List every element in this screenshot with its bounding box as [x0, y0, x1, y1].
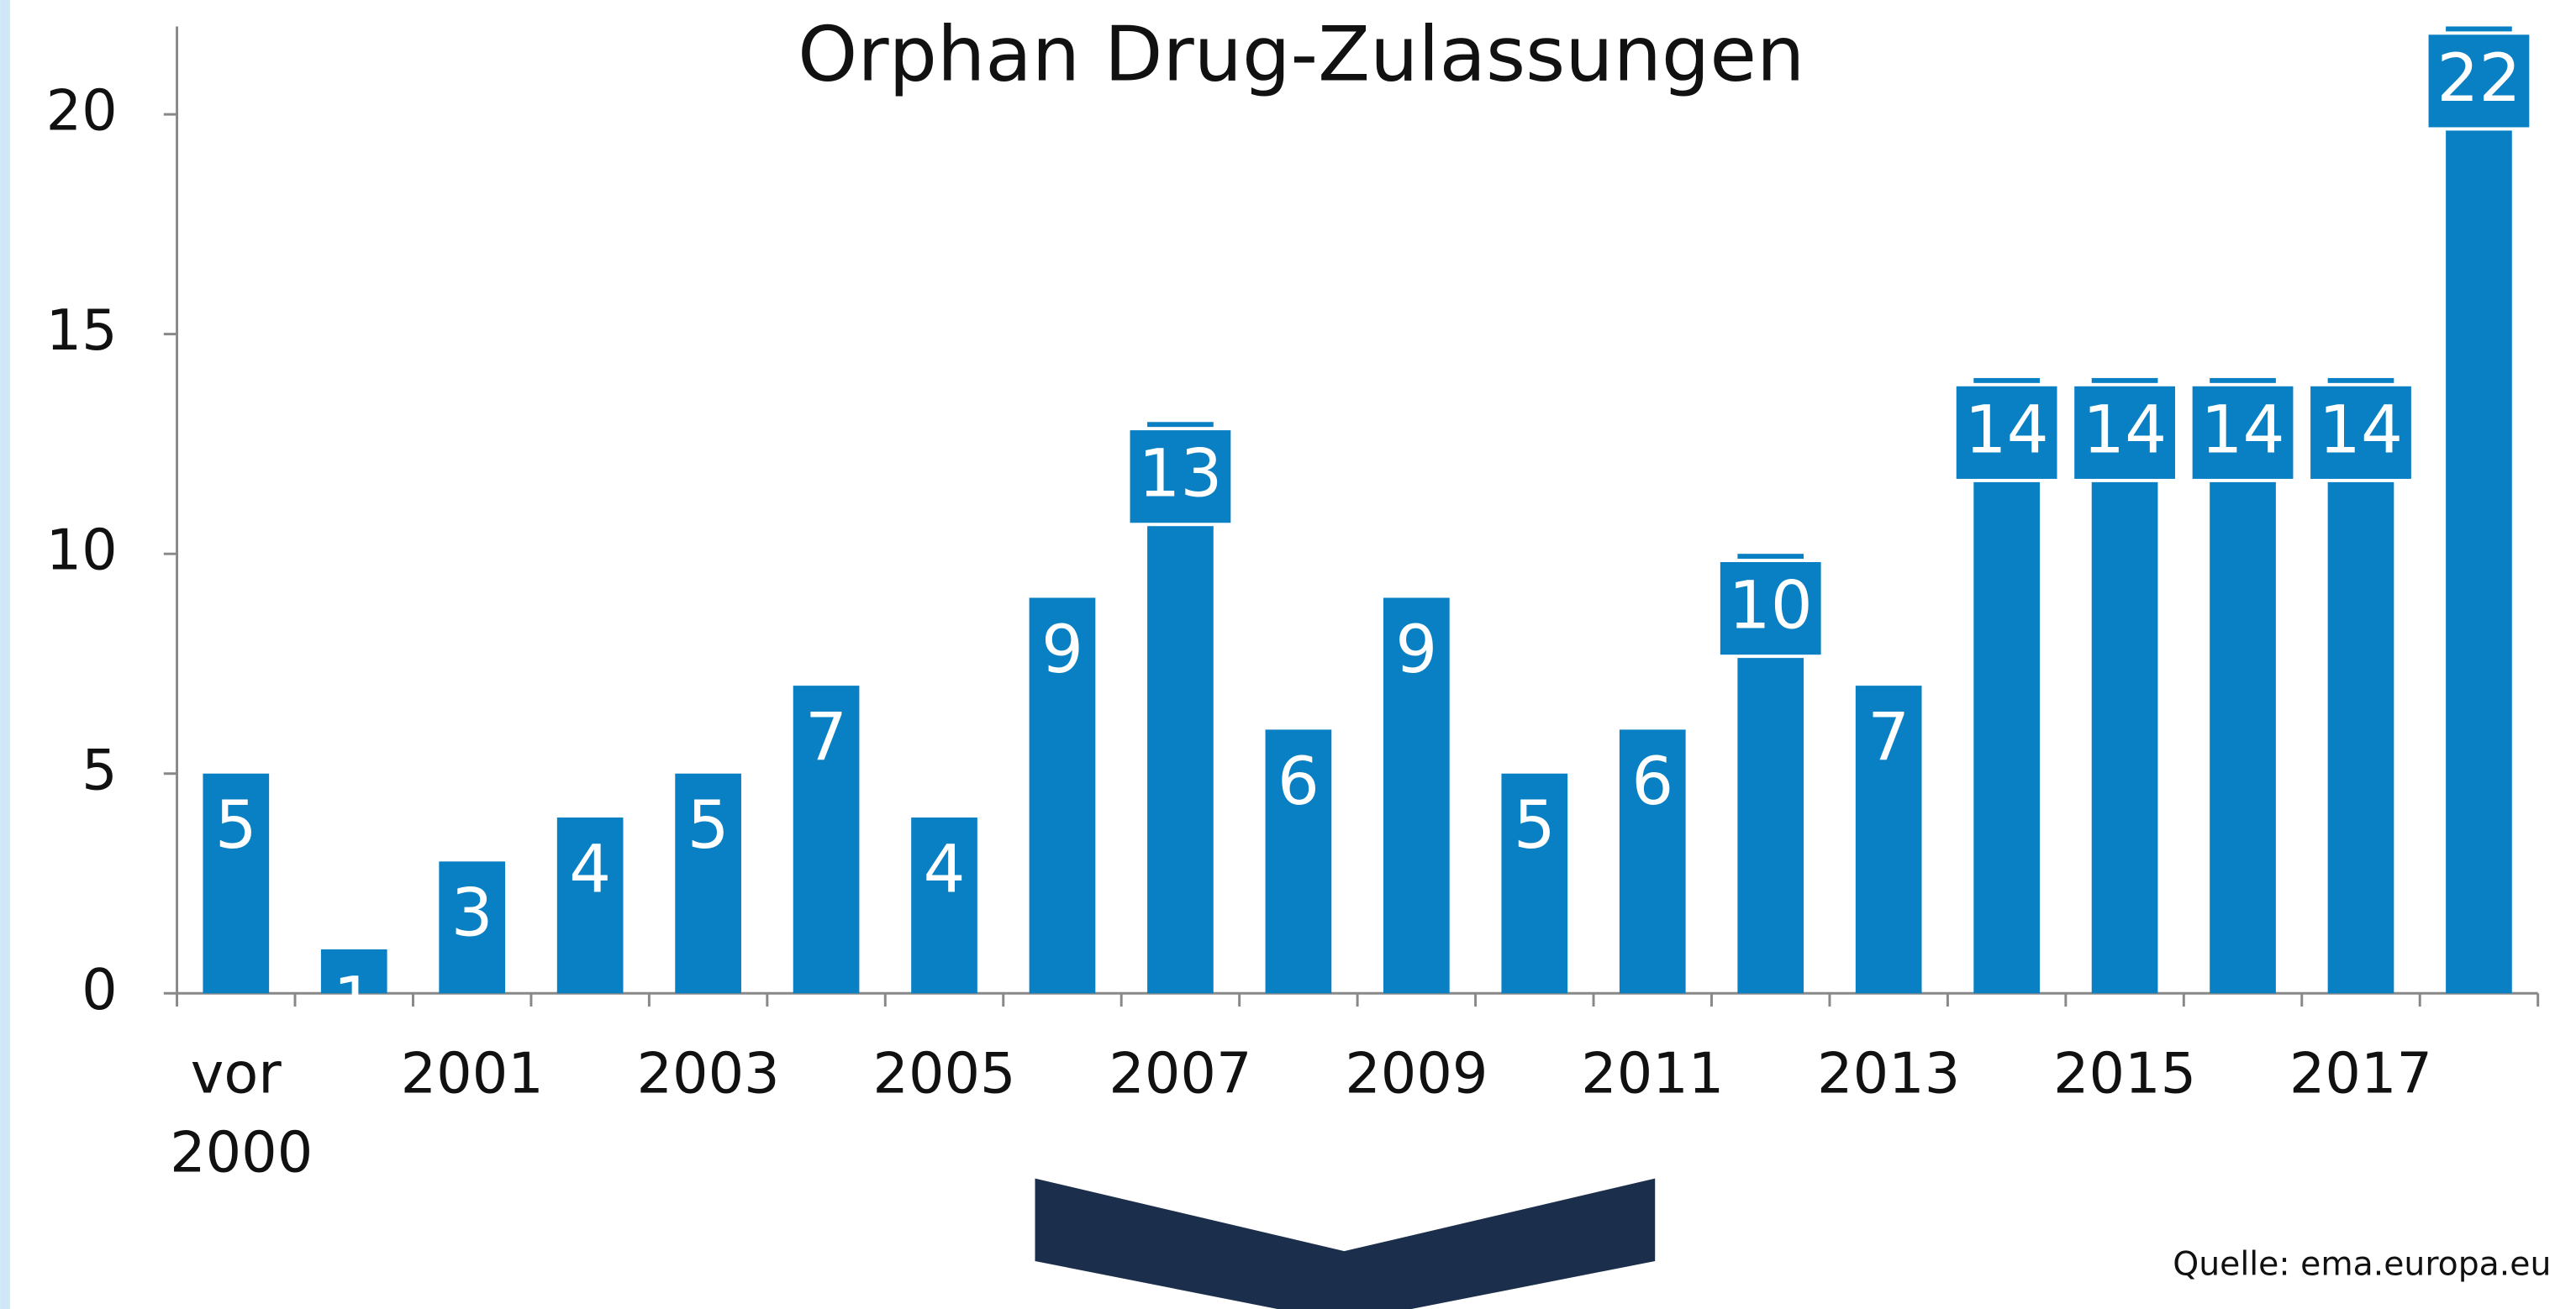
bar	[1619, 729, 1686, 994]
value-label: 5	[215, 786, 257, 864]
value-label: 14	[2200, 391, 2284, 468]
bar	[320, 949, 387, 994]
value-label-bg	[2071, 382, 2178, 482]
x-tick-label-box: 2015	[2052, 1041, 2197, 1108]
value-label: 13	[1138, 435, 1222, 513]
x-tick-label-box: 2001	[400, 1041, 544, 1108]
source-note: Quelle: ema.europa.eu	[2173, 1244, 2551, 1283]
x-tick-label: 2013	[1817, 1041, 1961, 1108]
bar	[1265, 729, 1332, 994]
value-label-bg	[2189, 382, 2297, 482]
value-label: 4	[569, 830, 611, 907]
x-tick-label-box: 2011	[1581, 1041, 1725, 1108]
value-label: 9	[1041, 611, 1083, 688]
bar	[911, 817, 977, 994]
value-label: 14	[1965, 391, 2049, 468]
x-tick-label-box: 2005	[872, 1041, 1016, 1108]
y-tick-label: 15	[46, 297, 118, 363]
x-tick-label: 2001	[400, 1041, 544, 1108]
x-tick-label-box: 2003	[636, 1041, 780, 1108]
x-tick-label: 2015	[2052, 1041, 2197, 1108]
bar	[1855, 686, 1922, 994]
value-label: 14	[2319, 391, 2403, 468]
y-tick-label: 20	[46, 78, 118, 144]
value-label: 4	[923, 830, 965, 907]
x-tick-label-box: 2017	[2289, 1041, 2433, 1108]
value-label: 3	[451, 875, 493, 952]
x-tick-label-box: vor 2000	[170, 1041, 313, 1187]
bar	[203, 773, 270, 994]
value-label-bg	[1952, 382, 2061, 482]
value-label: 9	[1395, 611, 1437, 688]
y-tick-label: 10	[46, 518, 118, 583]
y-tick-label: 0	[82, 957, 118, 1022]
value-label: 22	[2436, 39, 2521, 117]
bar	[675, 773, 741, 994]
value-label: 6	[1631, 743, 1673, 820]
x-tick-label: 2005	[872, 1041, 1016, 1108]
value-label: 6	[1277, 743, 1320, 820]
bar	[793, 686, 860, 994]
value-label: 5	[687, 786, 730, 864]
x-tick-label: 2003	[636, 1041, 780, 1108]
value-label: 7	[1867, 698, 1910, 775]
y-tick-label: 5	[82, 737, 118, 802]
x-tick-label: 2017	[2289, 1041, 2433, 1108]
value-label-bg	[2307, 382, 2415, 482]
x-tick-label-box: 2009	[1345, 1041, 1488, 1108]
bar	[2446, 26, 2512, 994]
side-strip	[0, 0, 10, 1309]
value-label: 10	[1729, 567, 1813, 644]
bar	[1383, 597, 1450, 994]
x-tick-label-box: 2013	[1817, 1041, 1961, 1108]
bar	[1029, 597, 1096, 994]
value-label-bg	[1716, 559, 1825, 659]
bar	[439, 861, 506, 994]
value-label: 5	[1514, 786, 1556, 864]
chart-title: Orphan Drug-Zulassungen	[798, 11, 1804, 99]
value-label: 1	[333, 962, 375, 1039]
arrow-chevron	[1035, 1178, 1656, 1309]
value-label: 14	[2083, 391, 2167, 468]
x-tick-label-box: 2007	[1109, 1041, 1252, 1108]
x-tick-label: 2011	[1581, 1041, 1725, 1108]
value-label-bg	[1126, 427, 1235, 527]
bar	[556, 817, 624, 994]
value-label: 7	[805, 698, 847, 775]
bar	[1501, 773, 1568, 994]
x-tick-label: vor 2000	[170, 1041, 313, 1187]
value-label-bg	[2425, 31, 2533, 131]
x-tick-label: 2007	[1109, 1041, 1252, 1108]
x-tick-label: 2009	[1345, 1041, 1488, 1108]
